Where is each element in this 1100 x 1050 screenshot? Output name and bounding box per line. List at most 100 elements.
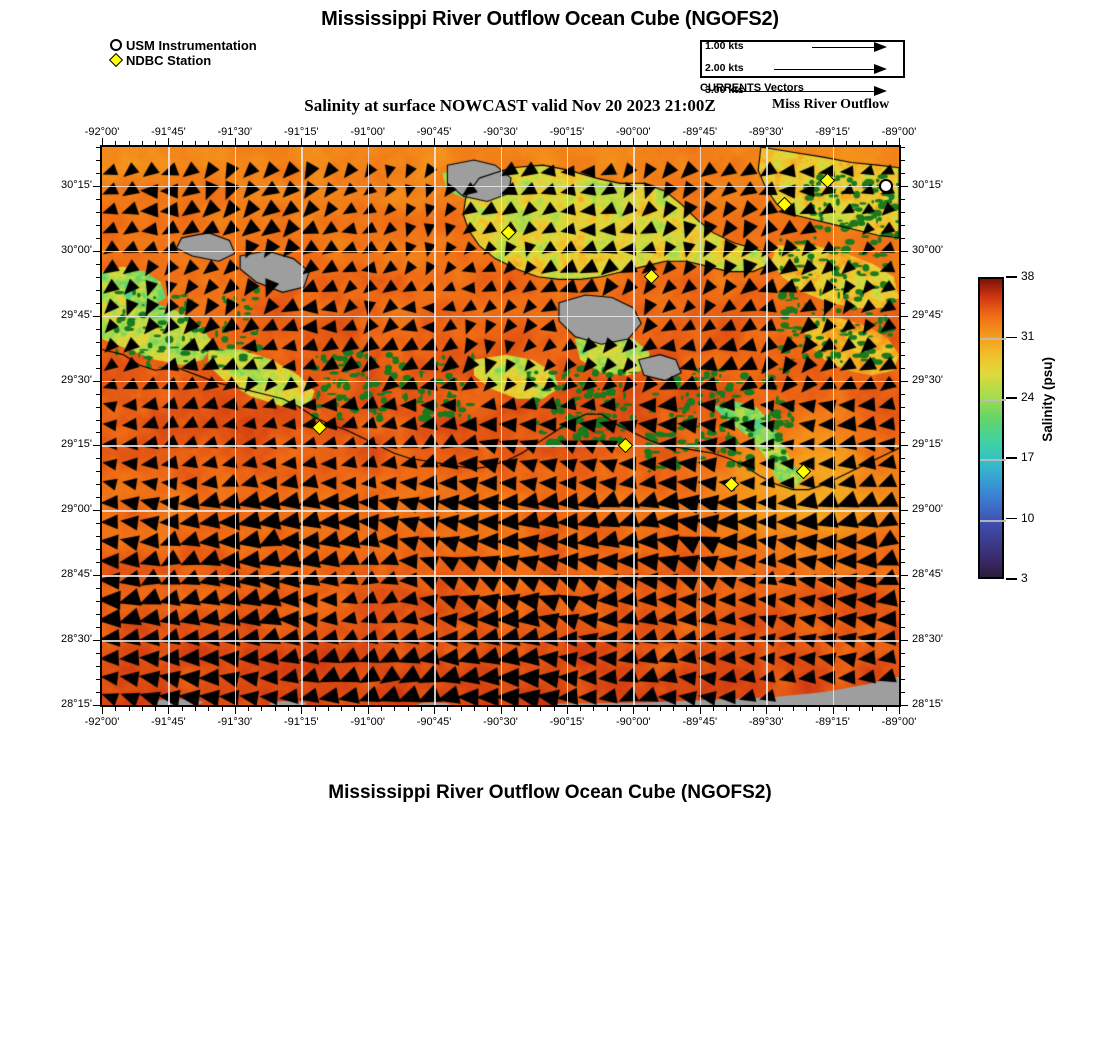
y-axis-label: 29°00'	[912, 503, 943, 516]
gridline-longitude	[168, 147, 170, 705]
axis-tick-minor	[832, 141, 834, 145]
axis-tick-minor	[901, 536, 905, 538]
axis-tick-minor	[96, 250, 100, 252]
gridline-longitude	[500, 147, 502, 705]
axis-tick-minor	[155, 141, 157, 145]
axis-tick-minor	[540, 707, 542, 711]
axis-tick-minor	[901, 510, 905, 512]
y-axis-label: 28°45'	[61, 568, 92, 581]
axis-tick-minor	[394, 141, 396, 145]
gridline-longitude	[566, 147, 569, 705]
axis-tick-minor	[447, 141, 449, 145]
colorbar-tick-label: 31	[1021, 329, 1035, 344]
axis-tick-minor	[726, 141, 728, 145]
axis-tick-minor	[420, 707, 422, 711]
axis-tick-minor	[96, 159, 100, 161]
axis-tick-minor	[766, 141, 768, 145]
axis-tick-minor	[885, 707, 887, 711]
axis-tick-minor	[845, 707, 847, 711]
colorbar-inner-tick	[980, 338, 1006, 341]
gridline-longitude	[234, 147, 237, 705]
axis-tick-minor	[901, 419, 905, 421]
x-axis-label: -92°00'	[84, 126, 120, 138]
axis-tick-minor	[473, 141, 475, 145]
axis-tick-minor	[901, 666, 905, 668]
axis-tick-minor	[901, 601, 905, 603]
vector-legend-label: 2.00 kts	[705, 62, 744, 74]
axis-tick-minor	[96, 198, 100, 200]
map-plot-area[interactable]	[100, 145, 901, 707]
axis-tick-minor	[620, 707, 622, 711]
axis-tick-minor	[633, 141, 635, 145]
gridline-latitude	[102, 250, 899, 253]
axis-tick-minor	[659, 141, 661, 145]
x-axis-label: -89°00'	[881, 716, 917, 728]
colorbar-tick	[1006, 276, 1017, 278]
axis-tick-minor	[901, 198, 905, 200]
axis-tick-minor	[314, 141, 316, 145]
axis-tick-minor	[901, 458, 905, 460]
axis-tick-minor	[287, 141, 289, 145]
vector-legend-row: 2.00 kts	[702, 62, 903, 75]
vector-legend-caption: CURRENTS Vectors	[700, 82, 804, 94]
legend-item-ndbc: NDBC Station	[108, 52, 257, 68]
vector-legend-label: 1.00 kts	[705, 40, 744, 52]
axis-tick-minor	[96, 237, 100, 239]
y-axis-label: 28°15'	[61, 698, 92, 710]
axis-tick-minor	[699, 141, 701, 145]
axis-tick-minor	[102, 141, 103, 145]
x-axis-label: -91°45'	[151, 716, 186, 728]
vector-arrowhead-icon	[874, 42, 887, 52]
axis-tick-minor	[115, 707, 117, 711]
y-axis-label: 28°30'	[912, 633, 943, 646]
axis-tick-minor	[96, 172, 100, 174]
legend-label-usm: USM Instrumentation	[126, 38, 257, 53]
x-axis-label: -89°45'	[682, 126, 718, 138]
axis-tick-minor	[380, 141, 382, 145]
usm-station-marker[interactable]	[878, 178, 893, 193]
axis-tick-minor	[726, 707, 728, 711]
axis-tick-minor	[434, 707, 436, 711]
axis-tick-minor	[739, 707, 741, 711]
axis-tick-minor	[901, 523, 905, 525]
axis-tick-minor	[96, 549, 100, 551]
vector-legend-row: 3.00 kts	[702, 85, 903, 97]
axis-tick-minor	[901, 276, 905, 278]
axis-tick-minor	[460, 141, 462, 145]
axis-tick-minor	[901, 705, 905, 706]
y-axis-label: 30°00'	[912, 243, 943, 256]
gridline-longitude	[766, 147, 768, 705]
gridline-latitude	[102, 185, 899, 188]
axis-tick-minor	[792, 141, 794, 145]
axis-tick-minor	[380, 707, 382, 711]
bottom-title: Mississippi River Outflow Ocean Cube (NG…	[328, 782, 772, 803]
axis-tick-minor	[460, 707, 462, 711]
gridline-latitude	[102, 445, 899, 447]
axis-tick-minor	[96, 471, 100, 473]
gridline-longitude	[434, 147, 436, 705]
chart-subtitle: Salinity at surface NOWCAST valid Nov 20…	[304, 96, 716, 115]
axis-tick-minor	[566, 707, 568, 711]
axis-tick-minor	[341, 707, 343, 711]
axis-tick-minor	[96, 705, 100, 706]
axis-tick-minor	[96, 367, 100, 369]
axis-tick-minor	[96, 354, 100, 356]
axis-tick-minor	[859, 707, 861, 711]
axis-tick-minor	[659, 707, 661, 711]
axis-tick-minor	[580, 707, 582, 711]
colorbar-inner-tick	[980, 519, 1006, 522]
axis-tick-minor	[766, 707, 768, 711]
axis-tick-minor	[102, 707, 103, 711]
axis-tick-minor	[633, 707, 635, 711]
axis-tick-minor	[901, 627, 905, 629]
axis-tick-minor	[96, 484, 100, 486]
colorbar-tick	[1006, 517, 1017, 520]
axis-tick-minor	[699, 707, 701, 711]
x-axis-label: -89°45'	[682, 716, 718, 728]
axis-tick-minor	[248, 141, 250, 145]
y-axis-label: 29°15'	[912, 438, 943, 451]
axis-tick-minor	[96, 653, 100, 655]
vector-arrowhead-icon	[874, 64, 887, 74]
axis-tick-minor	[115, 141, 117, 145]
axis-tick-minor	[901, 679, 905, 681]
